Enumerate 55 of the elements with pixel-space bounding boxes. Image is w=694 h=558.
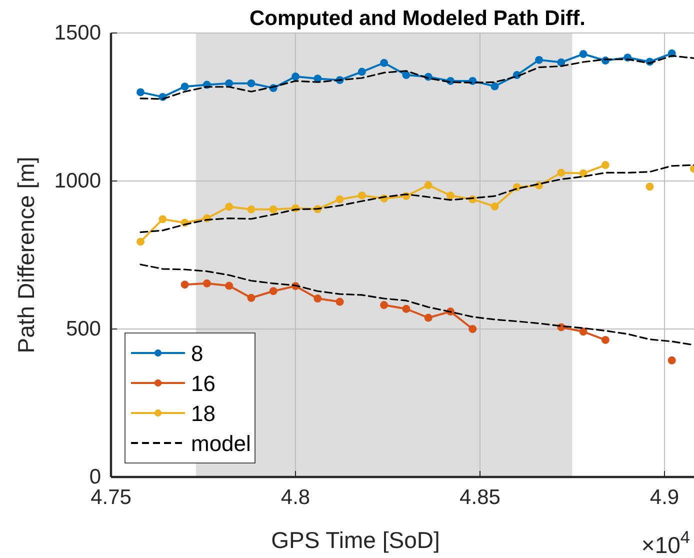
text: ×10$^{4}$ (641, 527, 690, 558)
point (180, 82, 189, 91)
point (380, 58, 388, 67)
point (336, 298, 344, 306)
point (225, 202, 234, 211)
point (490, 202, 499, 210)
point (579, 50, 588, 58)
point (557, 168, 566, 177)
y-tick-label: 500 (66, 318, 101, 341)
point (202, 279, 211, 288)
point (269, 205, 278, 214)
point (358, 68, 366, 76)
point (336, 195, 344, 204)
chart-title: Computed and Modeled Path Diff. (250, 7, 586, 30)
point (292, 72, 300, 80)
point (314, 294, 322, 302)
legend-label: 8 (191, 341, 204, 366)
point (557, 58, 566, 66)
legend-label: 16 (191, 371, 216, 396)
point (402, 304, 410, 313)
point (402, 71, 410, 80)
point (579, 169, 588, 178)
x-axis-title: GPS Time [SoD] (271, 527, 440, 553)
x-tick-label: 4.8 (280, 486, 310, 509)
point (468, 325, 477, 333)
point (136, 88, 145, 96)
point (535, 56, 544, 64)
point (358, 192, 366, 200)
line-series (140, 164, 694, 234)
legend-label: model (191, 431, 251, 456)
point (446, 192, 454, 200)
point (601, 161, 610, 169)
y-tick-label: 1000 (54, 170, 101, 193)
point (247, 294, 256, 302)
point (269, 287, 278, 296)
point (424, 181, 432, 190)
point (668, 356, 676, 364)
x-tick-label: 4.85 (460, 486, 500, 509)
y-tick-label: 1500 (54, 22, 101, 45)
point (247, 205, 256, 214)
point (380, 301, 388, 310)
point (646, 182, 654, 191)
point (158, 215, 167, 224)
point (579, 328, 588, 336)
point (490, 82, 499, 90)
y-axis-title: Path Difference [m] (13, 156, 39, 354)
x-tick-label: 4.9 (650, 486, 680, 509)
point (247, 79, 256, 88)
point (136, 238, 145, 246)
point (601, 336, 610, 344)
point (180, 280, 189, 289)
legend-label: 18 (191, 401, 216, 426)
line-series (140, 264, 694, 346)
point (424, 314, 432, 322)
point (225, 282, 234, 290)
